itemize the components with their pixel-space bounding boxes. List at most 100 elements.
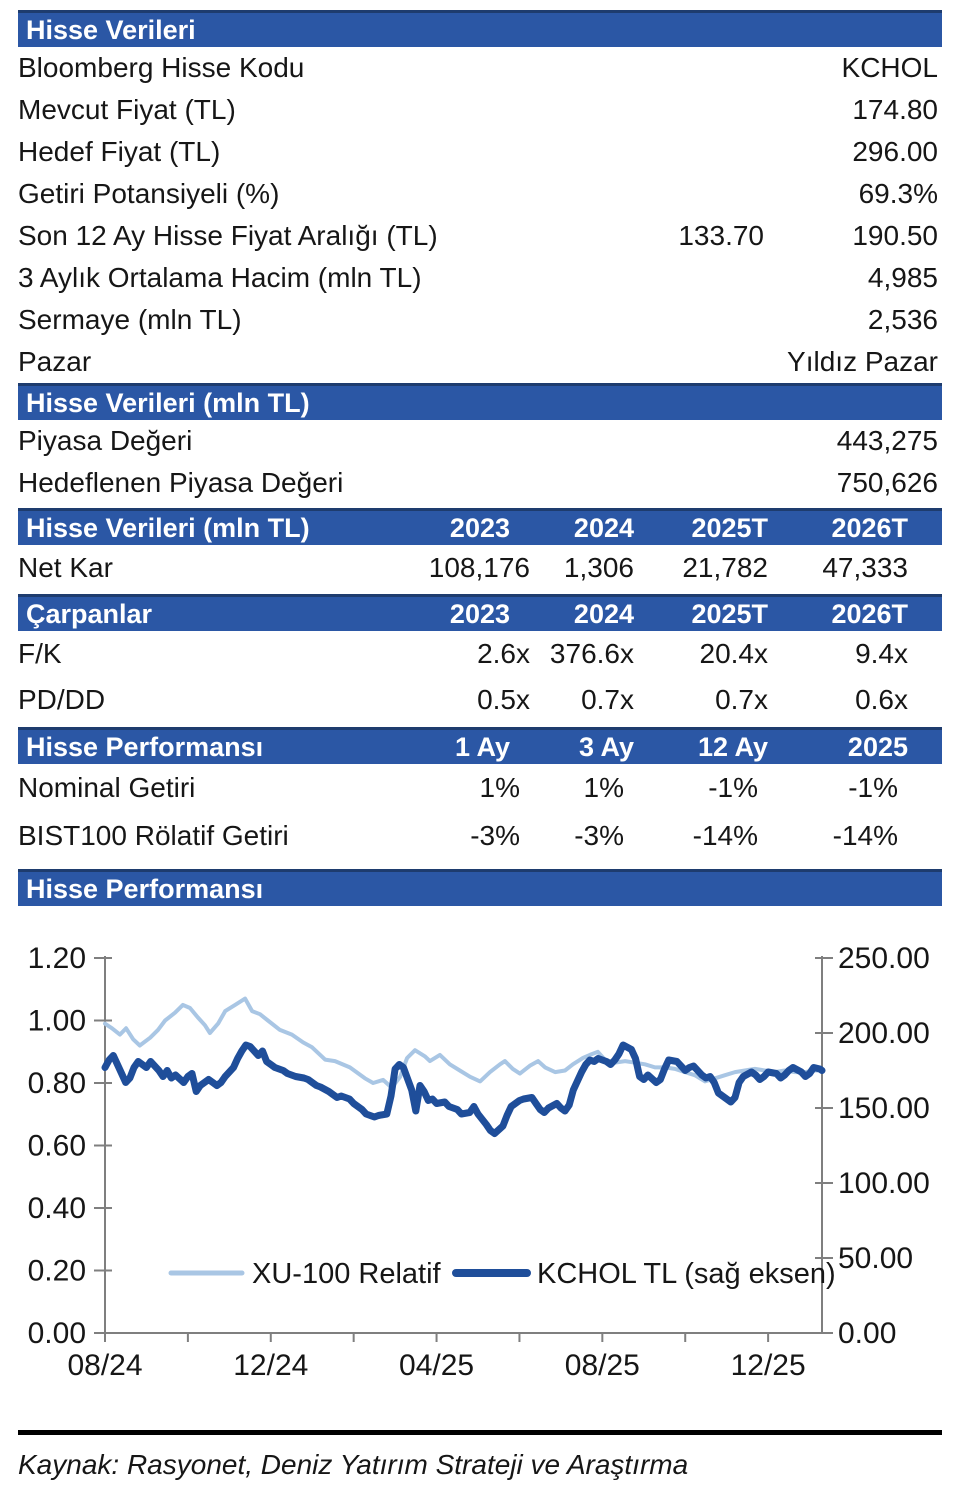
left-axis-tick-label: 0.80 (28, 1067, 86, 1100)
column-header: 1 Ay (454, 731, 510, 762)
table-row: Hedef Fiyat (TL) 296.00 (18, 131, 942, 173)
section-header-bar: Hisse Verileri (18, 10, 942, 47)
section-header-label: Hisse Verileri (mln TL) (26, 387, 310, 418)
row-label: Hedeflenen Piyasa Değeri (18, 467, 344, 498)
column-header: 2024 (573, 598, 634, 629)
table-body: Nominal Getiri 1% 1% -1% -1% BIST100 Rölatif … (18, 764, 942, 860)
section-header-label: Hisse Performansı (26, 873, 264, 904)
table-row: Son 12 Ay Hisse Fiyat Aralığı (TL) 133.70… (18, 215, 942, 257)
x-axis-tick-label: 04/25 (399, 1349, 474, 1382)
right-axis-tick-label: 50.00 (838, 1242, 913, 1275)
x-axis-tick-label: 12/25 (731, 1349, 806, 1382)
table-row: Nominal Getiri 1% 1% -1% -1% (18, 764, 942, 812)
row-label: PD/DD (18, 684, 106, 715)
row-value: 190.50 (852, 220, 938, 251)
row-value: 443,275 (836, 425, 938, 456)
table-row: Hedeflenen Piyasa Değeri 750,626 (18, 462, 942, 504)
column-header: 2026T (831, 512, 908, 543)
table-row: Mevcut Fiyat (TL) 174.80 (18, 89, 942, 131)
x-axis-tick-label: 08/24 (67, 1349, 142, 1382)
row-label: Son 12 Ay Hisse Fiyat Aralığı (TL) (18, 220, 438, 251)
right-axis-tick-label: 100.00 (838, 1167, 930, 1200)
row-value: 1% (583, 772, 624, 803)
row-value: 0.7x (715, 684, 768, 715)
row-value: 1,306 (563, 551, 634, 583)
row-value: 174.80 (852, 94, 938, 125)
column-header: 2025T (691, 598, 768, 629)
column-header: 2025 (847, 731, 908, 762)
right-axis-tick-label: 200.00 (838, 1017, 930, 1050)
row-value: 69.3% (858, 178, 938, 209)
row-label: Bloomberg Hisse Kodu (18, 52, 305, 83)
left-axis-tick-label: 1.00 (28, 1005, 86, 1038)
row-value: -1% (848, 772, 898, 803)
column-header: 2025T (691, 512, 768, 543)
column-header: 2026T (831, 598, 908, 629)
row-value: -1% (708, 772, 758, 803)
left-axis-tick-label: 0.20 (28, 1255, 86, 1288)
table-row: Pazar Yıldız Pazar (18, 341, 942, 383)
row-label: Nominal Getiri (18, 772, 196, 803)
row-value: 296.00 (852, 136, 938, 167)
row-value: 108,176 (428, 551, 530, 583)
table-row: BIST100 Rölatif Getiri -3% -3% -14% -14% (18, 812, 942, 860)
table-body: Net Kar 108,176 1,306 21,782 47,333 (18, 545, 942, 590)
row-value: 20.4x (699, 638, 769, 669)
left-axis-tick-label: 0.00 (28, 1317, 86, 1350)
table-row: PD/DD 0.5x 0.7x 0.7x 0.6x (18, 677, 942, 723)
table-body: Piyasa Değeri 443,275 Hedeflenen Piyasa De… (18, 420, 942, 504)
row-value: 376.6x (549, 638, 634, 669)
row-label: Pazar (18, 346, 92, 377)
row-label: Mevcut Fiyat (TL) (18, 94, 236, 125)
row-label: 3 Aylık Ortalama Hacim (mln TL) (18, 262, 422, 293)
row-value: 0.6x (855, 684, 908, 715)
divider (18, 1430, 942, 1435)
table-row: Net Kar 108,176 1,306 21,782 47,333 (18, 545, 942, 590)
table-row: Bloomberg Hisse Kodu KCHOL (18, 47, 942, 89)
row-value: 2,536 (867, 304, 938, 335)
table-row: F/K 2.6x 376.6x 20.4x 9.4x (18, 631, 942, 677)
row-value: 9.4x (855, 638, 908, 669)
section-header-bar: Hisse Performansı (18, 869, 942, 906)
column-header: 12 Ay (697, 731, 768, 762)
source-note: Kaynak: Rasyonet, Deniz Yatırım Strateji… (18, 1449, 689, 1480)
row-label: Net Kar (18, 551, 113, 583)
row-value: 0.5x (477, 684, 530, 715)
column-header: 2023 (449, 512, 510, 543)
row-value: -14% (692, 820, 758, 851)
right-axis-tick-label: 150.00 (838, 1092, 930, 1125)
row-label: Piyasa Değeri (18, 425, 193, 456)
row-value: 1% (479, 772, 520, 803)
row-label: Getiri Potansiyeli (%) (18, 178, 280, 209)
row-value: -3% (470, 820, 520, 851)
section-header-label: Hisse Verileri (26, 14, 196, 45)
series-xu100-line (103, 996, 824, 1090)
stock-data-tables: Hisse Verileri Bloomberg Hisse Kodu KCHOL M… (18, 10, 942, 906)
table-body: Bloomberg Hisse Kodu KCHOL Mevcut Fiyat (T… (18, 47, 942, 383)
performance-chart: 1.20 1.00 0.80 0.60 0.40 0.20 0.00 250.00 200.00… (28, 942, 930, 1382)
table-row: 3 Aylık Ortalama Hacim (mln TL) 4,985 (18, 257, 942, 299)
section-header-bar: Çarpanlar 2023 2024 2025T 2026T (18, 594, 942, 631)
row-value: 133.70 (678, 220, 764, 251)
section-header-bar: Hisse Verileri (mln TL) 2023 2024 2025T 2026… (18, 508, 942, 545)
report-page: Hisse Verileri Bloomberg Hisse Kodu KCHOL M… (18, 10, 942, 1481)
row-label: F/K (18, 638, 62, 669)
right-axis-tick-label: 0.00 (838, 1317, 896, 1350)
x-axis-tick-label: 08/25 (565, 1349, 640, 1382)
row-value: 750,626 (836, 467, 938, 498)
table-row: Getiri Potansiyeli (%) 69.3% (18, 173, 942, 215)
table-row: Sermaye (mln TL) 2,536 (18, 299, 942, 341)
row-value: 21,782 (682, 551, 768, 583)
row-value: 0.7x (581, 684, 634, 715)
table-row: Piyasa Değeri 443,275 (18, 420, 942, 462)
column-header: 3 Ay (578, 731, 634, 762)
row-value: KCHOL (841, 52, 938, 83)
legend-xu100-label: XU-100 Relatif (252, 1258, 442, 1290)
section-header-label: Çarpanlar (26, 598, 153, 629)
column-header: 2024 (573, 512, 634, 543)
left-axis-tick-label: 0.60 (28, 1130, 86, 1163)
series-kchol-line (101, 1041, 826, 1137)
section-header-label: Hisse Verileri (mln TL) (26, 512, 310, 543)
left-axis-tick-label: 0.40 (28, 1192, 86, 1225)
section-header-label: Hisse Performansı (26, 731, 264, 762)
